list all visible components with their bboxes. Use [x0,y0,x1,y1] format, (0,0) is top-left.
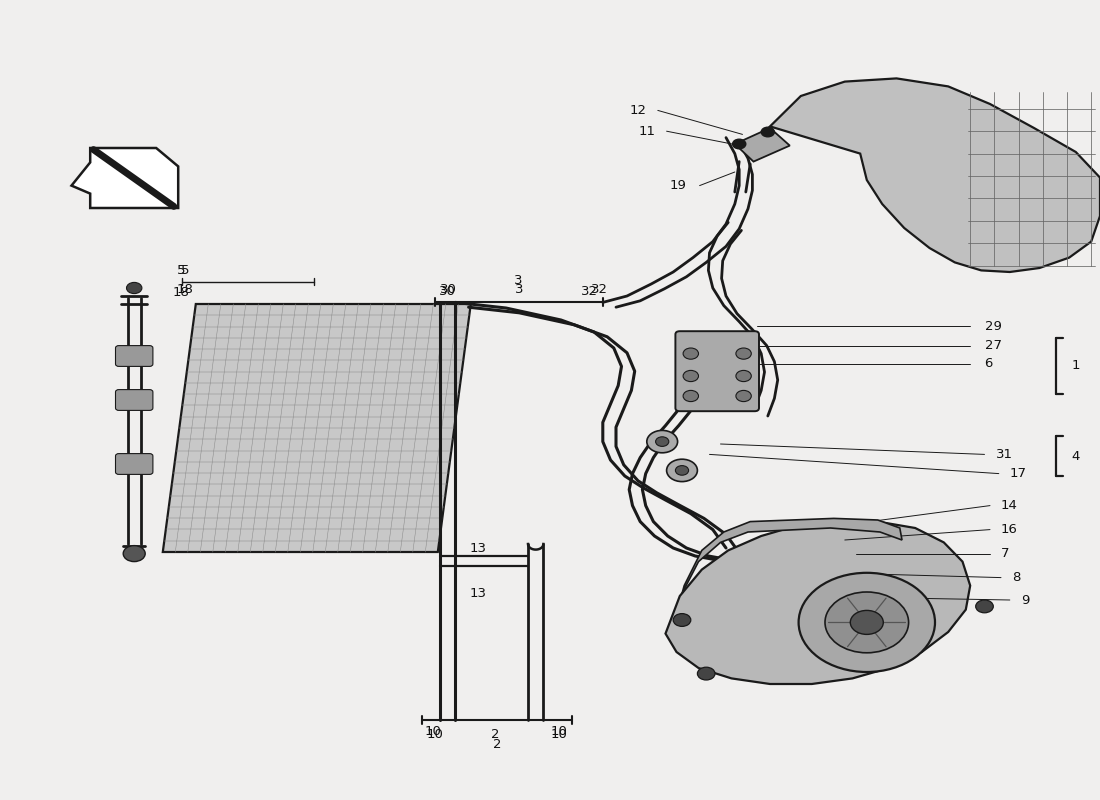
Text: 18: 18 [176,283,194,296]
Circle shape [673,614,691,626]
Circle shape [647,430,678,453]
Circle shape [733,139,746,149]
Text: 10: 10 [550,725,568,738]
Text: 6: 6 [984,358,993,370]
FancyBboxPatch shape [116,454,153,474]
Text: 1: 1 [1071,359,1080,372]
Circle shape [850,610,883,634]
Circle shape [683,370,698,382]
Text: 27: 27 [984,339,1001,352]
Circle shape [126,282,142,294]
Text: 18: 18 [173,286,190,299]
Polygon shape [770,78,1100,272]
Circle shape [683,348,698,359]
Text: 32: 32 [591,283,608,296]
Text: 16: 16 [1001,523,1018,536]
FancyBboxPatch shape [675,331,759,411]
FancyBboxPatch shape [116,346,153,366]
Circle shape [736,370,751,382]
Text: 17: 17 [1010,467,1026,480]
Circle shape [656,437,669,446]
Text: 14: 14 [1001,499,1018,512]
Text: 30: 30 [440,283,458,296]
Text: 32: 32 [581,285,598,298]
Text: 3: 3 [515,274,522,286]
Circle shape [697,667,715,680]
Text: 30: 30 [439,285,456,298]
Text: 13: 13 [470,542,487,554]
Text: 9: 9 [1021,594,1030,606]
Text: 12: 12 [630,104,647,117]
Text: 10: 10 [550,728,568,741]
FancyBboxPatch shape [116,390,153,410]
Text: 31: 31 [996,448,1012,461]
Circle shape [683,390,698,402]
Circle shape [761,127,774,137]
Circle shape [736,390,751,402]
Circle shape [736,348,751,359]
Circle shape [123,546,145,562]
Polygon shape [682,518,902,594]
Text: 19: 19 [670,179,686,192]
Text: 5: 5 [180,264,189,277]
Polygon shape [72,148,178,208]
Text: 7: 7 [1001,547,1010,560]
Text: 2: 2 [491,728,499,741]
Text: 3: 3 [515,283,524,296]
Polygon shape [735,128,790,162]
Text: 5: 5 [177,264,186,277]
Circle shape [675,466,689,475]
Text: 10: 10 [426,728,443,741]
Text: 11: 11 [639,125,656,138]
Text: 4: 4 [1071,450,1080,462]
Polygon shape [666,522,970,684]
Polygon shape [163,304,471,552]
Text: 8: 8 [1012,571,1021,584]
Text: 13: 13 [470,587,487,600]
Circle shape [799,573,935,672]
Circle shape [976,600,993,613]
Text: 10: 10 [425,725,442,738]
Circle shape [667,459,697,482]
Text: 29: 29 [984,320,1001,333]
Circle shape [825,592,909,653]
Text: 2: 2 [493,738,502,750]
